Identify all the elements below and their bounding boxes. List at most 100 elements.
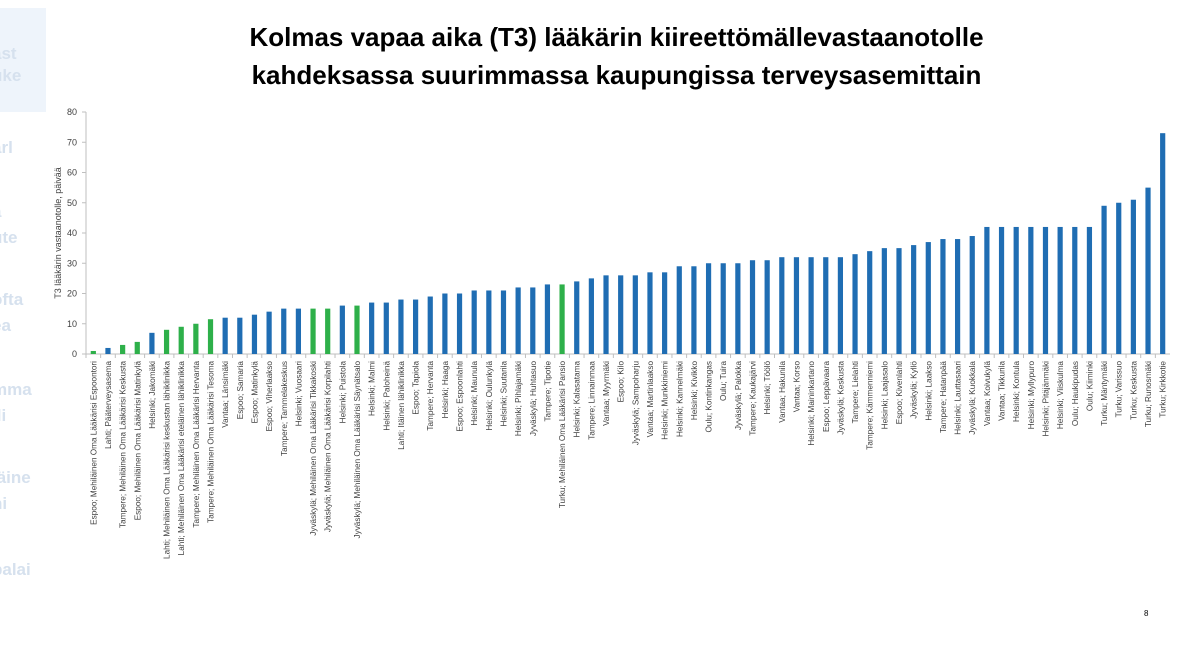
bar — [588, 278, 594, 354]
background-slide-fragment: a — [0, 202, 1, 222]
x-tick-label: Tampere; Kaukajärvi — [749, 361, 758, 436]
x-tick-label: Jyväskylä; Kuokkala — [968, 361, 977, 435]
x-tick-label: Helsinki; Oulunkylä — [485, 361, 494, 431]
x-tick-label: Helsinki; Myllypuro — [1027, 361, 1036, 430]
x-tick-label: Tampere; Mehiläinen Oma Lääkärisi Keskus… — [119, 361, 128, 528]
x-tick-label: Turku; Kirkkotie — [1159, 361, 1168, 418]
bar — [705, 263, 712, 354]
y-tick-label: 70 — [67, 137, 77, 147]
x-tick-label: Helsinki; Jakomäki — [148, 361, 157, 429]
x-tick-label: Oulu; Haukipudas — [1071, 361, 1080, 426]
x-tick-label: Espoo; Mehiläinen Oma Lääkärisi Espoonto… — [89, 361, 98, 525]
bar — [603, 275, 609, 354]
bar — [1130, 199, 1136, 354]
x-tick-label: Vantaa; Martinlaakso — [646, 361, 655, 438]
x-tick-label: Jyväskylä; Huhtasuo — [529, 361, 538, 437]
x-tick-label: Espoo; Mehiläinen Oma Lääkärisi Matinkyl… — [133, 361, 142, 521]
bar — [442, 293, 448, 354]
x-tick-label: Oulu; Tuira — [719, 361, 728, 401]
x-tick-label: Helsinki; Viiskulma — [1056, 361, 1065, 430]
x-tick-label: Turku; Runosmäki — [1144, 361, 1153, 427]
bar — [691, 266, 697, 354]
bar — [720, 263, 726, 354]
y-tick-label: 10 — [67, 319, 77, 329]
x-tick-label: Espoo; Samaria — [236, 361, 245, 420]
bar — [515, 287, 521, 354]
x-tick-label: Espoo; Kilo — [617, 361, 626, 403]
background-slide-fragment: ea — [0, 316, 11, 335]
x-tick-label: Vantaa; Korso — [792, 361, 801, 413]
x-tick-label: Helsinki; Vuosaari — [294, 361, 303, 426]
bar — [354, 305, 360, 354]
bar — [281, 308, 287, 354]
bar — [193, 323, 199, 354]
bar — [793, 257, 800, 354]
x-tick-label: Tampere; Hatanpää — [939, 361, 948, 433]
x-tick-label: Jyväskylä; Mehiläinen Oma Lääkärisi Säyn… — [353, 361, 362, 539]
bar — [852, 254, 858, 354]
bar — [339, 305, 345, 354]
bar — [1042, 226, 1049, 354]
bar — [764, 260, 770, 354]
bar — [1086, 226, 1093, 354]
bar — [369, 302, 375, 354]
x-tick-label: Helsinki; Suutarila — [499, 361, 508, 427]
x-tick-label: Helsinki; Malmi — [368, 361, 377, 416]
x-tick-label: Tampere; Lielahti — [851, 361, 860, 424]
x-tick-label: Espoo; Viherlaakso — [265, 361, 274, 432]
background-slide-fragment: ute — [0, 228, 18, 247]
bar — [1028, 226, 1034, 354]
bar — [940, 239, 946, 354]
bar — [1160, 133, 1166, 354]
x-tick-label: Jyväskylä; Keskusta — [836, 361, 845, 435]
bar — [867, 251, 873, 354]
bar — [105, 347, 111, 354]
x-tick-label: Turku; Mehiläinen Oma Lääkärisi Pansio — [558, 361, 567, 509]
bar — [881, 248, 887, 354]
x-tick-label: Vantaa; Koivukylä — [983, 361, 992, 426]
bar — [1013, 226, 1019, 354]
x-tick-label: Helsinki; Munkkiniemi — [661, 361, 670, 440]
background-slide-fragment: ofta — [0, 290, 24, 309]
background-slide-fragment: ast — [0, 44, 17, 63]
x-tick-label: Helsinki; Kannelmäki — [675, 361, 684, 437]
x-tick-label: Lahti; Mehiläinen Oma Lääkärisi keskusta… — [163, 361, 172, 559]
bar — [779, 257, 785, 354]
x-tick-label: Jyväskylä; Mehiläinen Oma Lääkärisi Korp… — [324, 361, 333, 532]
bar — [120, 344, 126, 354]
x-tick-label: Turku; Mäntymäki — [1100, 361, 1109, 426]
bar — [310, 308, 316, 354]
x-tick-label: Oulu; Kiiminki — [1085, 361, 1094, 411]
bar — [1072, 226, 1078, 354]
bar — [969, 236, 975, 354]
x-tick-label: Vantaa; Hakunila — [778, 361, 787, 423]
x-tick-label: Tampere; Linnainmaa — [587, 361, 596, 440]
bar — [676, 266, 682, 354]
x-tick-label: Helsinki; Puistola — [338, 361, 347, 424]
x-tick-label: Tampere; Tammelakeskus — [280, 361, 289, 456]
x-tick-label: Lahti; Pääterveysasema — [104, 361, 113, 449]
x-tick-label: Lahti; Mehiläinen Oma Lääkärisi eteläine… — [177, 361, 186, 556]
x-tick-label: Turku; Varissuo — [1115, 361, 1124, 418]
bar — [222, 317, 228, 354]
background-slide-sidebar: ast uke arl a ute ofta ea mma ili iäine … — [0, 0, 48, 645]
x-tick-label: Tampere; Hervanta — [426, 361, 435, 431]
y-axis-title: T3 lääkärin vastaanotolle, päivää — [53, 167, 63, 299]
bar — [559, 284, 565, 354]
bar — [823, 257, 829, 354]
bar — [911, 245, 917, 354]
bar — [207, 319, 214, 354]
bar — [1057, 226, 1063, 354]
chart-title: Kolmas vapaa aika (T3) lääkärin kiireett… — [48, 18, 1185, 94]
bar — [456, 293, 463, 354]
background-slide-fragment: arl — [0, 138, 13, 157]
x-tick-label: Helsinki; Kivikko — [690, 361, 699, 421]
x-tick-label: Jyväskylä; Kyllö — [910, 361, 919, 419]
bar — [632, 275, 638, 354]
bar — [998, 226, 1005, 354]
bar — [896, 248, 902, 354]
bar — [735, 263, 741, 354]
x-tick-label: Helsinki; Maininkartano — [807, 361, 816, 446]
bar — [134, 341, 140, 354]
